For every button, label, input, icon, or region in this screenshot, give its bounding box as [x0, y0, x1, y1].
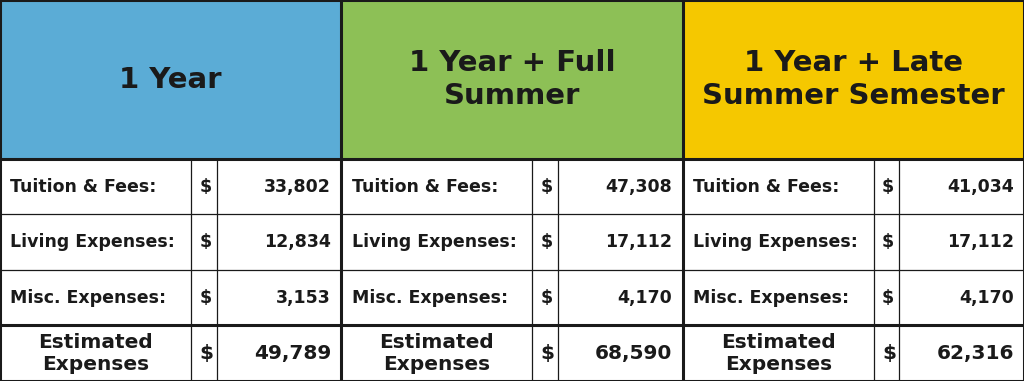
Text: Estimated
Expenses: Estimated Expenses — [38, 333, 153, 374]
Text: $: $ — [882, 288, 894, 307]
Text: $: $ — [541, 288, 553, 307]
Text: Misc. Expenses:: Misc. Expenses: — [10, 288, 166, 307]
Text: $: $ — [882, 233, 894, 251]
Text: 33,802: 33,802 — [264, 178, 331, 196]
Text: 17,112: 17,112 — [947, 233, 1014, 251]
Text: 47,308: 47,308 — [606, 178, 673, 196]
Text: 3,153: 3,153 — [276, 288, 331, 307]
Bar — [683, 0, 1024, 159]
Text: 41,034: 41,034 — [947, 178, 1014, 196]
Text: 62,316: 62,316 — [936, 344, 1014, 363]
Text: $: $ — [882, 344, 896, 363]
Text: $: $ — [200, 288, 211, 307]
Text: 4,170: 4,170 — [959, 288, 1014, 307]
Bar — [341, 0, 683, 159]
Text: $: $ — [882, 178, 894, 196]
Text: $: $ — [200, 344, 213, 363]
Bar — [0, 0, 341, 159]
Text: Estimated
Expenses: Estimated Expenses — [721, 333, 836, 374]
Text: $: $ — [541, 233, 553, 251]
Text: $: $ — [541, 178, 553, 196]
Text: 49,789: 49,789 — [254, 344, 331, 363]
Text: $: $ — [200, 233, 211, 251]
Text: $: $ — [541, 344, 555, 363]
Text: 17,112: 17,112 — [605, 233, 673, 251]
Text: Living Expenses:: Living Expenses: — [10, 233, 175, 251]
Text: 1 Year + Full
Summer: 1 Year + Full Summer — [409, 50, 615, 110]
Text: $: $ — [200, 178, 211, 196]
Text: 68,590: 68,590 — [595, 344, 673, 363]
Text: Tuition & Fees:: Tuition & Fees: — [693, 178, 840, 196]
Text: Estimated
Expenses: Estimated Expenses — [380, 333, 495, 374]
Text: 4,170: 4,170 — [617, 288, 673, 307]
Text: Tuition & Fees:: Tuition & Fees: — [10, 178, 157, 196]
Text: Misc. Expenses:: Misc. Expenses: — [693, 288, 849, 307]
Bar — [0, 159, 1024, 381]
Text: 12,834: 12,834 — [264, 233, 331, 251]
Text: Misc. Expenses:: Misc. Expenses: — [351, 288, 508, 307]
Text: Living Expenses:: Living Expenses: — [693, 233, 858, 251]
Text: 1 Year + Late
Summer Semester: 1 Year + Late Summer Semester — [702, 50, 1005, 110]
Text: Tuition & Fees:: Tuition & Fees: — [351, 178, 498, 196]
Text: Living Expenses:: Living Expenses: — [351, 233, 516, 251]
Text: 1 Year: 1 Year — [120, 66, 222, 94]
